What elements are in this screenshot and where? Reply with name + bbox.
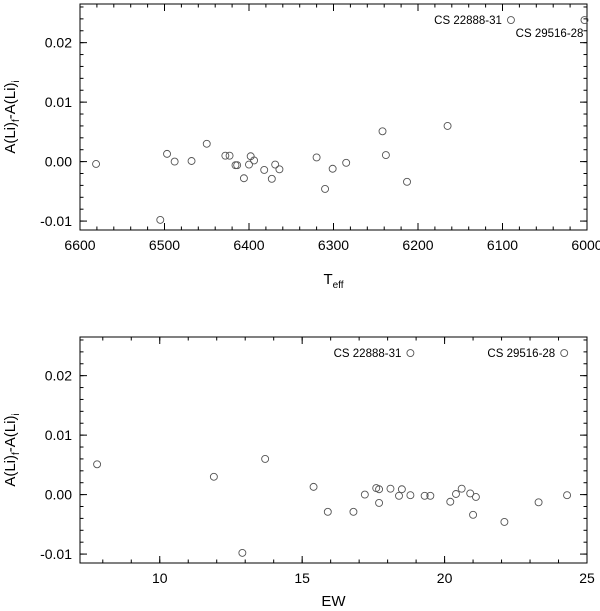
data-point xyxy=(250,156,259,165)
data-point xyxy=(271,160,280,169)
data-point xyxy=(507,16,515,25)
data-point xyxy=(238,548,247,557)
y-tick-label: -0.01 xyxy=(40,213,72,229)
data-point xyxy=(534,498,543,507)
data-point xyxy=(360,490,369,499)
data-point xyxy=(443,121,452,130)
x-tick-label: 6600 xyxy=(64,237,95,253)
data-point xyxy=(245,160,253,169)
teff-panel: 6600 6500 6400 6300 6200 6100 6000 -0.01 0.00 0.0… xyxy=(2,3,600,291)
y-axis-label: A(Li)f-A(Li)i xyxy=(2,413,22,486)
data-point xyxy=(446,497,455,506)
data-point xyxy=(225,151,234,160)
data-point xyxy=(342,158,351,167)
data-point xyxy=(321,185,329,193)
plot-frame xyxy=(79,336,588,564)
data-point xyxy=(403,177,411,186)
data-point xyxy=(170,157,179,166)
data-point xyxy=(261,454,270,463)
x-tick-label: 6400 xyxy=(233,237,264,253)
y-axis-label: A(Li)f-A(Li)i xyxy=(2,80,22,153)
data-point xyxy=(93,460,102,469)
data-points xyxy=(92,16,589,224)
x-tick-label: 6000 xyxy=(571,237,600,253)
data-point xyxy=(563,491,572,500)
data-point xyxy=(420,491,429,500)
data-point xyxy=(500,518,509,526)
tick-labels: 10 15 20 25 -0.01 0.00 0.01 0.02 xyxy=(40,368,595,586)
data-point xyxy=(260,165,269,174)
data-point xyxy=(397,485,406,494)
data-point xyxy=(202,139,211,148)
data-point xyxy=(156,215,165,224)
data-points xyxy=(93,349,572,557)
x-tick-label: 6300 xyxy=(318,237,349,253)
data-point xyxy=(323,507,332,516)
data-point xyxy=(580,16,589,25)
data-point xyxy=(275,165,284,174)
data-point xyxy=(239,174,248,183)
data-point xyxy=(221,151,230,160)
data-point xyxy=(233,161,242,170)
data-point xyxy=(457,484,466,493)
data-point xyxy=(406,349,415,358)
data-point xyxy=(267,174,276,183)
y-tick-label: 0.01 xyxy=(45,94,72,110)
x-tick-label: 20 xyxy=(437,570,453,586)
ew-panel: 10 15 20 25-0.010.000.010.02 CS 22888-31 CS … xyxy=(2,336,595,610)
plot-frame xyxy=(79,3,588,231)
y-tick-label: -0.01 xyxy=(40,546,72,562)
data-point xyxy=(381,151,390,160)
y-tick-label: 0.00 xyxy=(45,154,72,170)
y-tick-label: 0.00 xyxy=(45,487,72,503)
data-point xyxy=(426,491,435,500)
axis-ticks xyxy=(79,4,588,230)
tick-labels: 6600 6500 6400 6300 6200 6100 6000 -0.01 0.00 0.0… xyxy=(40,35,600,253)
data-point xyxy=(386,484,395,493)
data-point xyxy=(231,161,240,170)
y-tick-label: 0.01 xyxy=(45,427,72,443)
data-point xyxy=(375,498,384,507)
x-tick-label: 6100 xyxy=(487,237,518,253)
data-point xyxy=(187,157,196,165)
data-point xyxy=(309,482,318,491)
x-axis-label: EW xyxy=(321,593,346,610)
data-point xyxy=(452,490,460,498)
y-tick-label: 0.02 xyxy=(45,368,72,384)
data-point xyxy=(395,491,403,500)
y-tick-label: 0.02 xyxy=(45,35,72,51)
data-point xyxy=(378,127,387,136)
x-tick-label: 25 xyxy=(579,570,595,586)
point-annotation: CS 22888-31 xyxy=(434,15,502,27)
data-point xyxy=(466,489,475,498)
x-axis-label: Teff xyxy=(323,271,343,291)
data-point xyxy=(469,510,478,519)
annotations: CS 22888-31 CS 29516-28 xyxy=(334,348,556,360)
data-point xyxy=(328,164,337,173)
point-annotation: CS 29516-28 xyxy=(487,348,555,360)
data-point xyxy=(209,472,218,481)
data-point xyxy=(349,507,358,516)
data-point xyxy=(163,149,171,158)
data-point xyxy=(312,153,321,162)
data-point xyxy=(92,160,101,168)
data-point xyxy=(560,349,569,358)
x-tick-label: 6200 xyxy=(402,237,433,253)
x-tick-label: 10 xyxy=(152,570,168,586)
point-annotation: CS 22888-31 xyxy=(334,348,402,360)
data-point xyxy=(375,485,384,494)
x-tick-label: 6500 xyxy=(149,237,180,253)
data-point xyxy=(471,493,480,501)
data-point xyxy=(406,491,415,500)
axis-ticks xyxy=(80,337,588,563)
point-annotation: CS 29516-28 xyxy=(516,28,584,40)
annotations: CS 22888-31 CS 29516-28 xyxy=(434,15,583,40)
x-tick-label: 15 xyxy=(294,570,310,586)
